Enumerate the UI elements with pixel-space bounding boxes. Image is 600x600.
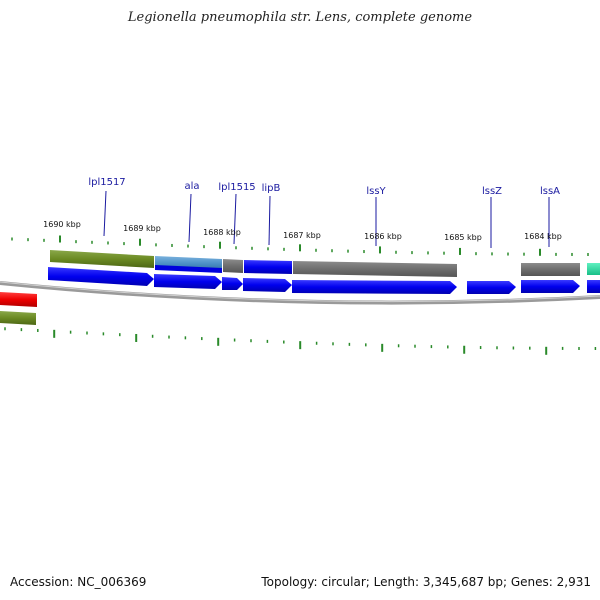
gene-label-lpl1517[interactable]: lpl1517	[88, 177, 125, 188]
genome-backbone-highlight	[0, 281, 600, 303]
cds-arrow[interactable]	[587, 280, 600, 293]
kbp-label: 1688 kbp	[203, 228, 241, 237]
gene-label-ala[interactable]: ala	[184, 181, 199, 192]
gene-leaders	[103, 190, 550, 248]
cds-arrow[interactable]	[222, 277, 243, 290]
cds-arrow[interactable]	[48, 267, 154, 286]
kbp-label: 1689 kbp	[123, 224, 161, 233]
gene-feature-lpl1517[interactable]	[50, 250, 154, 268]
gene-label-lipB[interactable]: lipB	[262, 183, 281, 194]
gene-feature-olive-lower[interactable]	[0, 311, 36, 325]
gene-label-lpl1515[interactable]: lpl1515	[218, 182, 255, 193]
gene-labels: lpl1517 ala lpl1515 lipB lssY lssZ lssA	[88, 177, 560, 197]
kbp-label: 1685 kbp	[444, 233, 482, 242]
cds-arrow[interactable]	[292, 280, 457, 294]
cds-arrow[interactable]	[154, 274, 222, 289]
gene-track	[50, 250, 600, 277]
gene-feature-lipB[interactable]	[244, 260, 292, 274]
genome-backbone	[0, 281, 600, 305]
scale-ticks-upper	[11, 235, 589, 256]
kbp-label: 1686 kbp	[364, 232, 402, 241]
lower-track	[0, 292, 37, 325]
gene-label-lssA[interactable]: lssA	[540, 186, 560, 197]
cds-track	[48, 267, 600, 294]
cds-arrow[interactable]	[467, 281, 516, 294]
kbp-label: 1684 kbp	[524, 232, 562, 241]
gene-label-lssY[interactable]: lssY	[366, 186, 386, 197]
genome-title: Legionella pneumophila str. Lens, comple…	[127, 10, 473, 25]
gene-feature-next[interactable]	[587, 263, 600, 275]
gene-feature-lssA[interactable]	[521, 263, 580, 276]
scale-labels: 1690 kbp 1689 kbp 1688 kbp 1687 kbp 1686…	[43, 220, 562, 242]
kbp-label: 1690 kbp	[43, 220, 81, 229]
gene-feature-lpl1515[interactable]	[223, 259, 243, 273]
gene-label-lssZ[interactable]: lssZ	[482, 186, 502, 197]
gene-feature-lssY[interactable]	[293, 261, 457, 277]
cds-feature-red[interactable]	[0, 292, 37, 307]
kbp-label: 1687 kbp	[283, 231, 321, 240]
cds-arrow[interactable]	[521, 280, 580, 293]
accession-text: Accession: NC_006369	[10, 575, 147, 589]
genome-summary-text: Topology: circular; Length: 3,345,687 bp…	[261, 575, 591, 589]
cds-arrow[interactable]	[243, 278, 292, 292]
scale-ticks-lower	[4, 327, 597, 355]
gene-feature-ala-cds-strip	[155, 265, 222, 273]
